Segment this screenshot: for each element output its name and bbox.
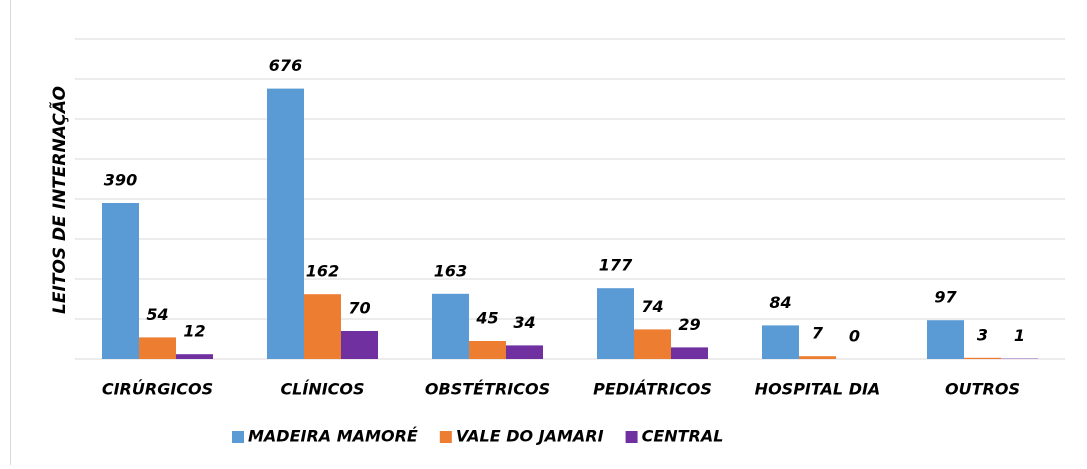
data-label: 97 — [934, 288, 957, 307]
frame-edge — [10, 0, 11, 465]
legend-label: MADEIRA MAMORÉ — [248, 427, 418, 446]
bar — [267, 89, 304, 359]
data-label: 162 — [306, 262, 339, 281]
data-label: 676 — [269, 56, 302, 75]
data-label: 54 — [146, 305, 168, 324]
data-label: 7 — [812, 324, 824, 343]
x-tick-label: CLÍNICOS — [280, 380, 364, 399]
bar — [506, 345, 543, 359]
bar — [341, 331, 378, 359]
bar — [469, 341, 506, 359]
bar — [927, 320, 964, 359]
bar — [671, 347, 708, 359]
bar — [432, 294, 469, 359]
x-tick-label: HOSPITAL DIA — [755, 380, 881, 399]
bar — [634, 329, 671, 359]
data-label: 74 — [641, 297, 663, 316]
legend-swatch — [626, 431, 638, 443]
data-label: 1 — [1014, 326, 1025, 345]
y-axis-label: LEITOS DE INTERNAÇÃO — [47, 86, 70, 314]
x-tick-label: PEDIÁTRICOS — [593, 380, 712, 399]
data-label: 70 — [348, 299, 370, 318]
data-label: 34 — [513, 313, 535, 332]
data-label: 45 — [475, 309, 498, 328]
legend-swatch — [440, 431, 452, 443]
x-tick-label: OBSTÉTRICOS — [425, 380, 550, 399]
x-tick-label: OUTROS — [945, 380, 1020, 399]
bar — [176, 354, 213, 359]
data-label: 177 — [599, 256, 633, 275]
data-label: 390 — [104, 171, 137, 190]
data-label: 29 — [678, 315, 700, 334]
data-label: 0 — [849, 327, 860, 346]
bar — [597, 288, 634, 359]
legend-label: VALE DO JAMARI — [456, 427, 604, 446]
data-label: 163 — [434, 261, 467, 280]
data-label: 84 — [769, 293, 791, 312]
x-tick-label: CIRÚRGICOS — [102, 380, 213, 399]
data-label: 3 — [977, 325, 988, 344]
legend-swatch — [232, 431, 244, 443]
bar — [964, 358, 1001, 359]
bar — [304, 294, 341, 359]
bar — [762, 325, 799, 359]
data-label: 12 — [183, 322, 205, 341]
bar — [799, 356, 836, 359]
legend-label: CENTRAL — [642, 427, 724, 446]
bar — [102, 203, 139, 359]
bar — [139, 337, 176, 359]
